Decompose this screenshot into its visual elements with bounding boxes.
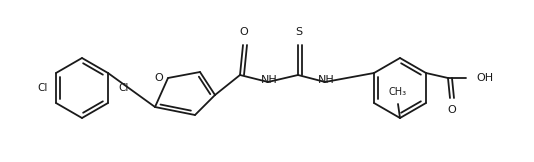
Text: S: S — [295, 27, 303, 37]
Text: Cl: Cl — [37, 83, 48, 93]
Text: O: O — [240, 27, 248, 37]
Text: OH: OH — [476, 73, 493, 83]
Text: O: O — [154, 73, 163, 83]
Text: CH₃: CH₃ — [389, 87, 407, 97]
Text: NH: NH — [261, 75, 277, 85]
Text: Cl: Cl — [118, 83, 128, 93]
Text: NH: NH — [318, 75, 334, 85]
Text: O: O — [447, 105, 457, 115]
